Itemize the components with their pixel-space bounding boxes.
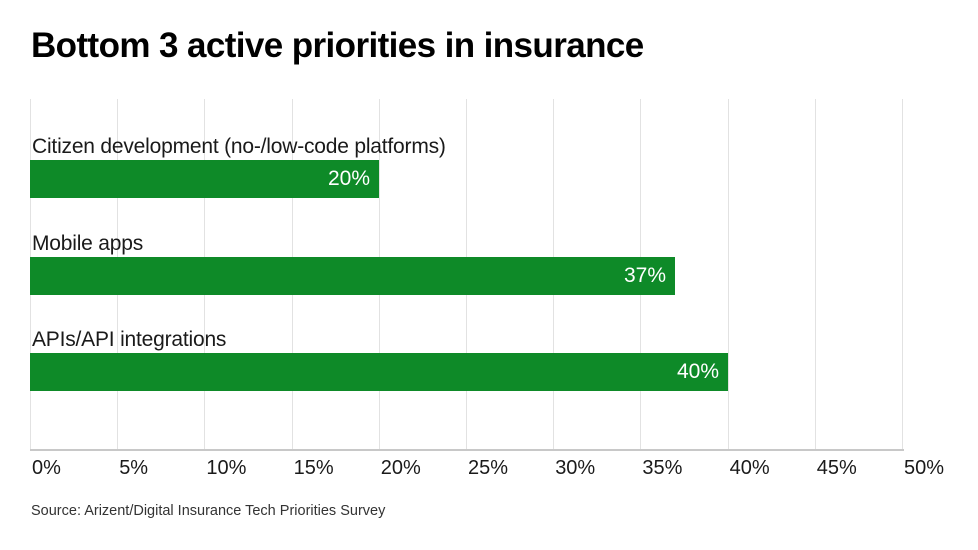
gridline [727,99,729,449]
bar-value-label: 37% [623,264,666,287]
bar: 40% [30,353,728,391]
bar-value-label: 20% [327,167,370,190]
bar-category-label: APIs/API integrations [32,328,227,351]
chart-title: Bottom 3 active priorities in insurance [31,26,644,65]
x-axis-tick-label: 5% [119,457,149,479]
bar-value-label: 40% [676,360,719,383]
x-axis-line [30,449,904,451]
bar: 20% [30,160,379,198]
x-axis-tick-label: 10% [206,457,247,479]
x-axis-tick-label: 50% [904,457,945,479]
x-axis-tick-label: 20% [380,457,421,479]
x-axis-tick-label: 0% [32,457,61,479]
source-note: Source: Arizent/Digital Insurance Tech P… [31,503,386,519]
x-axis-tick-label: 30% [555,457,596,479]
x-axis-tick-label: 15% [293,457,334,479]
x-axis-tick-label: 25% [468,457,509,479]
x-axis-tick-label: 35% [642,457,683,479]
bar-category-label: Mobile apps [32,232,144,255]
x-axis-tick-label: 45% [816,457,857,479]
x-axis-tick-label: 40% [729,457,770,479]
plot-area: 0% 5% 10% 15% 20% 25% 30% 35% 40% 45% 50% Citizen d… [30,99,944,479]
gridline [902,99,903,449]
bar: 37% [30,257,675,295]
bar-category-label: Citizen development (no-/low-code platfo… [32,135,446,158]
gridline [814,99,816,449]
